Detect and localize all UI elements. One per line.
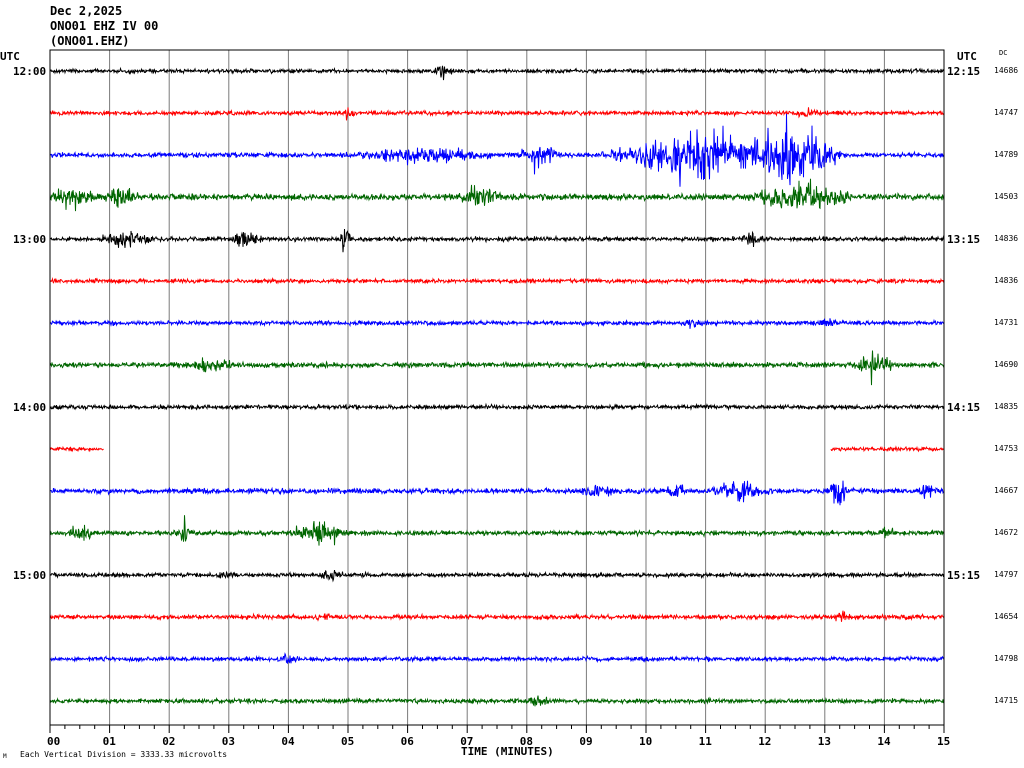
x-tick-label: 12: [758, 735, 772, 748]
x-tick-label: 08: [519, 735, 534, 748]
x-tick-label: 00: [47, 735, 61, 748]
time-label-right: 13:15: [947, 233, 981, 246]
x-tick-label: 07: [460, 735, 474, 748]
trace-13: [49, 610, 945, 622]
trace-8: [49, 402, 945, 412]
seismic-traces: [49, 65, 945, 707]
x-tick-label: 05: [341, 735, 355, 748]
trace-5: [49, 277, 945, 286]
scale-note: Each Vertical Division = 3333.33 microvo…: [20, 750, 228, 759]
x-tick-label: 15: [937, 735, 951, 748]
trace-15: [49, 695, 945, 707]
corner-mark: M: [3, 753, 7, 760]
x-tick-label: 01: [102, 735, 116, 748]
dc-value-14: 14798: [994, 654, 1019, 663]
dc-value-13: 14654: [994, 612, 1019, 621]
header-code: (ONO01.EHZ): [50, 34, 130, 48]
x-tick-label: 09: [579, 735, 593, 748]
trace-1: [49, 107, 945, 121]
trace-2: [49, 113, 945, 187]
utc-left-label: UTC: [0, 50, 20, 63]
dc-value-15: 14715: [994, 696, 1019, 705]
header-station: ONO01 EHZ IV 00: [50, 19, 159, 33]
time-label-left: 13:00: [13, 233, 47, 246]
dc-value-2: 14789: [994, 150, 1019, 159]
trace-12: [49, 570, 945, 583]
x-tick-label: 04: [281, 735, 295, 748]
dc-label: DC: [999, 49, 1008, 57]
time-label-right: 12:15: [947, 65, 981, 78]
dc-value-10: 14667: [994, 486, 1019, 495]
plot-frame: [49, 49, 945, 733]
time-label-left: 12:00: [13, 65, 47, 78]
dc-value-5: 14836: [994, 276, 1019, 285]
dc-value-7: 14690: [994, 360, 1019, 369]
dc-value-3: 14503: [994, 192, 1019, 201]
trace-9: [49, 445, 945, 453]
x-tick-label: 02: [162, 735, 176, 748]
dc-value-8: 14835: [994, 402, 1019, 411]
trace-14: [49, 652, 945, 664]
x-tick-label: 13: [817, 735, 832, 748]
utc-right-label: UTC: [957, 50, 977, 63]
dc-value-1: 14747: [994, 108, 1019, 117]
header-date: Dec 2,2025: [50, 4, 123, 18]
time-label-right: 15:15: [947, 569, 981, 582]
time-label-left: 14:00: [13, 401, 47, 414]
dc-value-4: 14836: [994, 234, 1019, 243]
x-tick-label: 14: [877, 735, 891, 748]
trace-11: [49, 515, 945, 546]
x-tick-label: 03: [221, 735, 236, 748]
trace-6: [49, 318, 945, 329]
dc-value-12: 14797: [994, 570, 1019, 579]
trace-3: [49, 178, 945, 212]
x-tick-label: 11: [698, 735, 712, 748]
time-label-left: 15:00: [13, 569, 47, 582]
dc-value-0: 14686: [994, 66, 1019, 75]
time-label-right: 14:15: [947, 401, 981, 414]
x-axis-label: TIME (MINUTES): [461, 745, 554, 758]
dc-value-9: 14753: [994, 444, 1019, 453]
x-tick-label: 10: [639, 735, 653, 748]
trace-10: [49, 480, 945, 506]
dc-value-11: 14672: [994, 528, 1019, 537]
x-tick-label: 06: [400, 735, 414, 748]
trace-4: [49, 228, 945, 253]
trace-0: [49, 65, 944, 81]
dc-value-6: 14731: [994, 318, 1019, 327]
trace-7: [49, 350, 945, 386]
